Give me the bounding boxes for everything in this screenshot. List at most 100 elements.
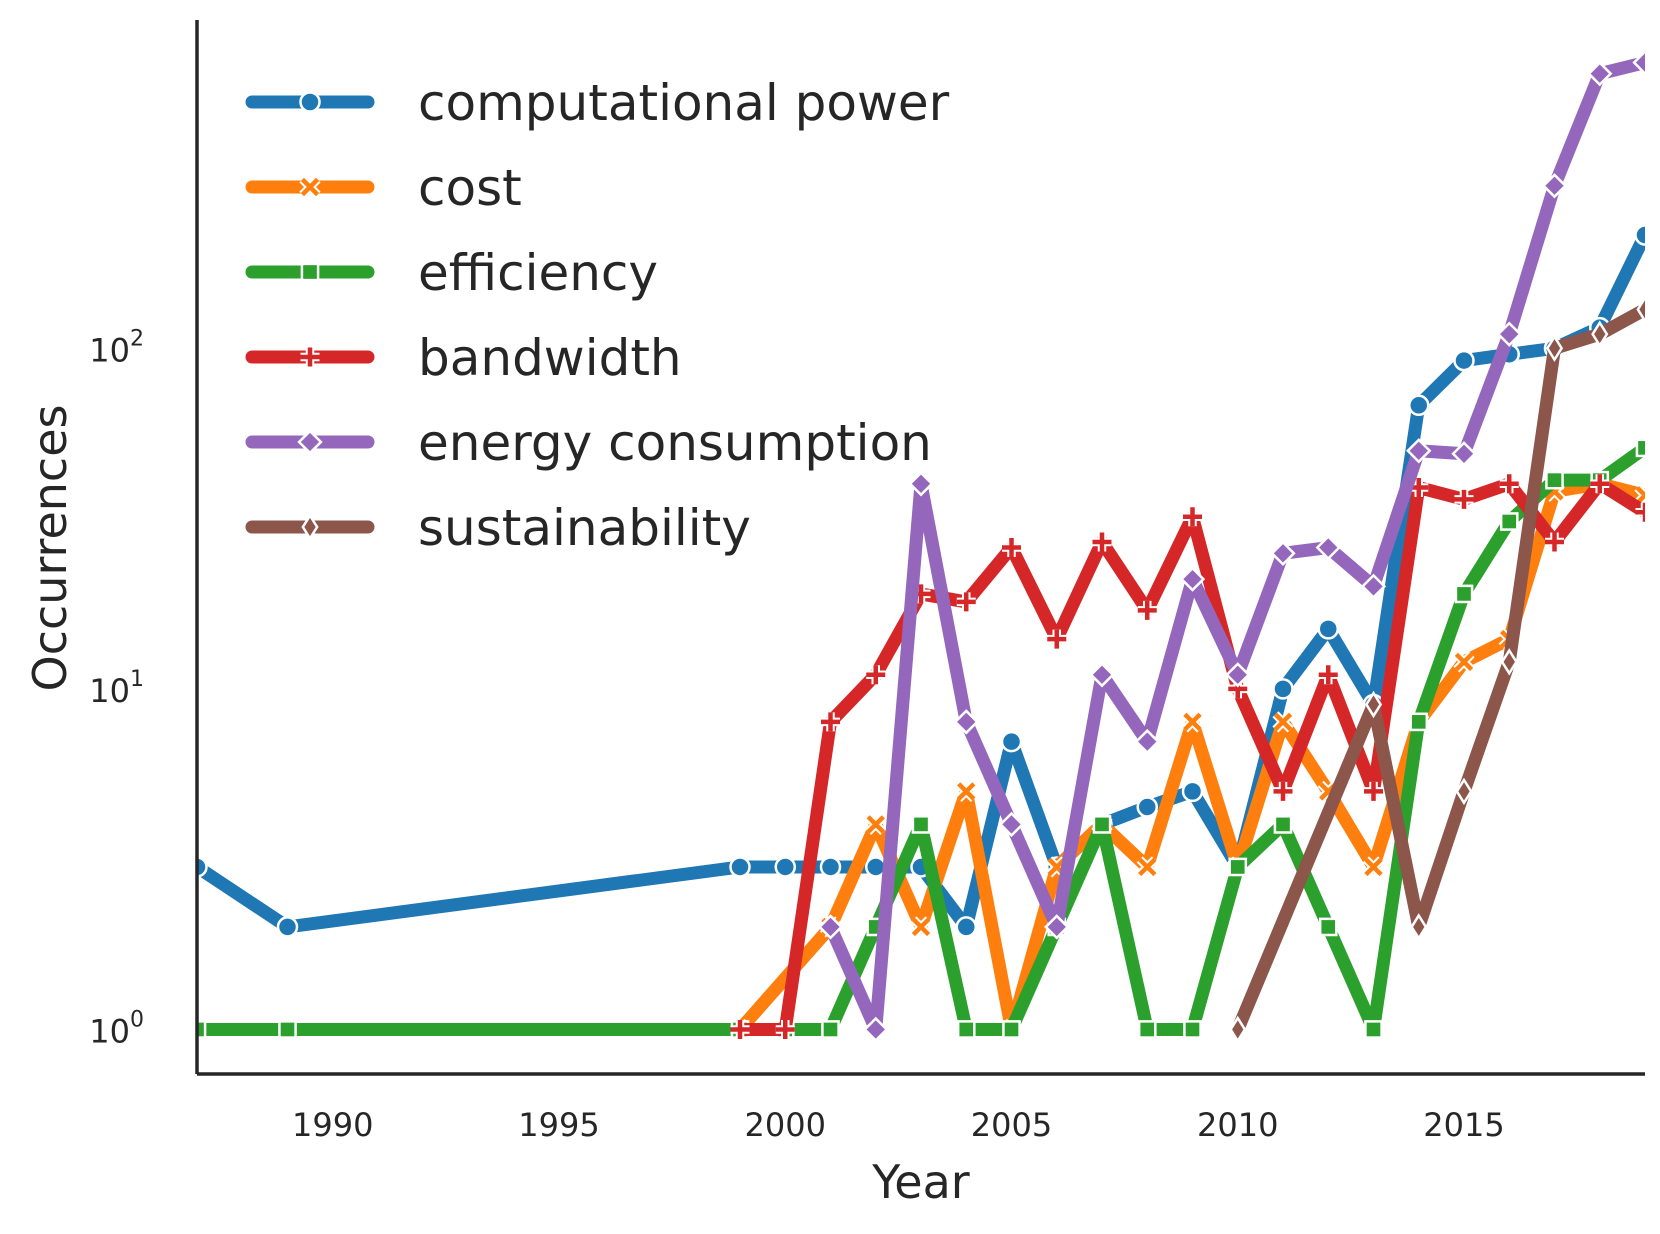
data-point [865, 813, 887, 836]
series-line [733, 477, 1645, 1036]
series-energy-consumption [817, 49, 1645, 1043]
data-point [729, 856, 751, 878]
series-sustainability [1229, 295, 1645, 1044]
data-point [1454, 489, 1474, 509]
data-point [908, 471, 934, 497]
legend-marker [299, 91, 321, 113]
data-point [955, 916, 977, 938]
legend-label: efficiency [418, 244, 658, 302]
data-point [1272, 678, 1294, 700]
legend-label: bandwidth [418, 329, 682, 387]
data-point [278, 1020, 297, 1039]
data-point [1408, 394, 1430, 417]
legend-item-bandwidth: bandwidth [245, 329, 682, 387]
legend-marker [297, 429, 323, 455]
data-point [1183, 1020, 1202, 1039]
series-layer [197, 49, 1645, 1044]
x-tick-label: 2000 [745, 1106, 826, 1144]
legend-item-cost: cost [245, 159, 522, 217]
data-point [1136, 796, 1158, 818]
x-tick-label: 2005 [971, 1106, 1052, 1144]
data-point [1228, 857, 1248, 877]
data-point [1362, 856, 1385, 878]
data-point [1229, 1015, 1247, 1044]
data-point [1635, 438, 1645, 458]
legend-item-computational-power: computational power [245, 74, 950, 132]
data-point [1453, 651, 1475, 673]
y-axis-title: Occurrences [23, 405, 77, 692]
data-point [1410, 913, 1428, 941]
series-bandwidth [730, 474, 1645, 1039]
legend-item-efficiency: efficiency [245, 244, 658, 302]
data-point [1545, 334, 1564, 363]
data-point [956, 592, 976, 612]
legend: computational power cost efficiency bandwid… [245, 74, 950, 557]
data-point [1317, 618, 1339, 640]
data-point [819, 856, 842, 878]
data-point [821, 712, 840, 732]
data-point [953, 709, 979, 735]
data-point [1137, 600, 1157, 620]
data-point [1136, 856, 1158, 878]
legend-marker [300, 347, 320, 367]
data-point [1499, 474, 1519, 494]
data-point [1499, 512, 1519, 531]
data-point [821, 1020, 840, 1039]
data-point [955, 780, 977, 802]
data-point [775, 1019, 795, 1039]
data-point [1273, 781, 1293, 801]
legend-marker [301, 513, 319, 541]
tick-labels: 1990 1995 2000 2005 2010 2015 100 101 102 [89, 326, 1504, 1144]
data-point [817, 914, 844, 940]
data-point [730, 1019, 750, 1039]
data-point [1318, 917, 1338, 937]
data-point [1273, 815, 1293, 834]
data-point [1183, 507, 1202, 527]
data-point [1364, 1020, 1383, 1039]
data-point [1406, 438, 1432, 464]
data-point [1047, 629, 1067, 649]
data-point [1181, 780, 1204, 803]
x-tick-label: 1995 [518, 1106, 599, 1144]
x-tick-label: 2010 [1197, 1106, 1278, 1144]
data-point [1092, 532, 1112, 552]
data-point [863, 1016, 889, 1043]
data-point [1634, 224, 1645, 246]
legend-label: cost [418, 159, 522, 217]
data-point [1454, 584, 1474, 604]
y-tick-label: 102 [89, 326, 144, 369]
legend-item-sustainability: sustainability [245, 499, 751, 557]
y-tick-label: 101 [89, 667, 144, 710]
data-point [1225, 662, 1251, 688]
series-line [1231, 302, 1645, 1036]
x-tick-label: 1990 [292, 1106, 373, 1144]
data-point [1134, 728, 1160, 755]
data-point [1089, 662, 1115, 688]
legend-label: sustainability [418, 499, 751, 557]
x-tick-label: 2015 [1423, 1106, 1504, 1144]
data-point [1181, 711, 1204, 733]
data-point [1632, 49, 1645, 76]
data-point [1591, 320, 1609, 348]
data-point [1587, 60, 1613, 87]
data-point [1496, 321, 1522, 347]
data-point [1315, 534, 1341, 561]
data-point [1636, 295, 1645, 324]
data-point [866, 665, 886, 685]
legend-item-energy-consumption: energy consumption [245, 414, 932, 472]
data-point [956, 1020, 976, 1039]
data-point [1000, 730, 1023, 753]
data-point [1541, 173, 1568, 199]
data-point [1179, 566, 1206, 592]
axes [195, 20, 1645, 1076]
data-point [910, 916, 932, 938]
legend-marker [299, 176, 321, 198]
data-point [1453, 349, 1475, 372]
data-point [1634, 484, 1645, 506]
data-point [1002, 538, 1021, 558]
data-point [998, 811, 1025, 838]
data-point [1451, 441, 1477, 467]
data-point [197, 856, 208, 878]
data-point [1092, 815, 1112, 834]
